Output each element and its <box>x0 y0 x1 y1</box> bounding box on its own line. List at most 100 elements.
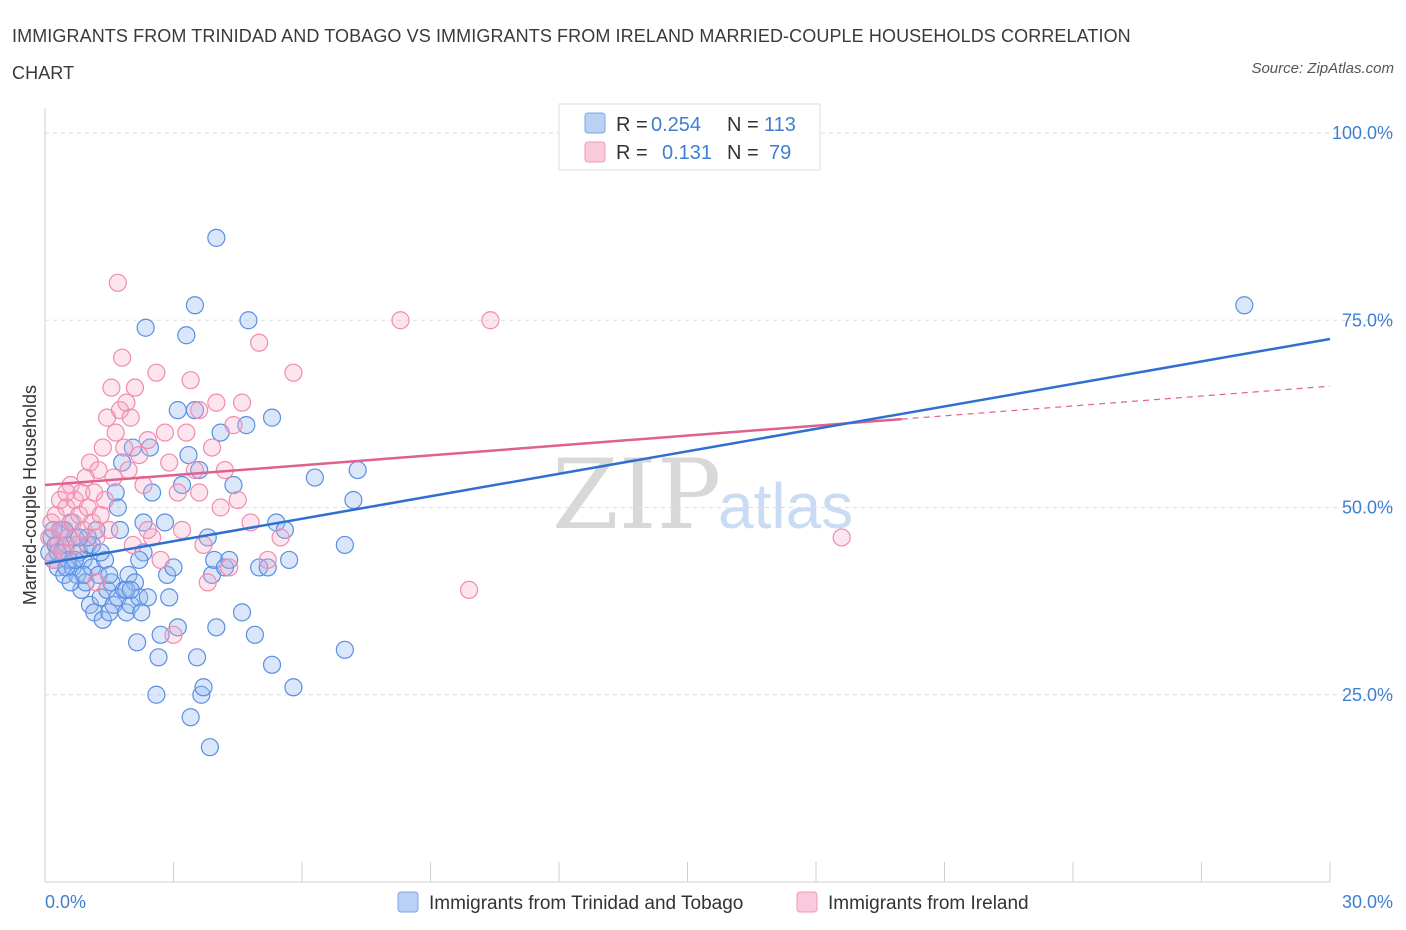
point-ireland <box>89 460 108 480</box>
point-trinidad <box>157 565 177 585</box>
point-trinidad <box>258 558 277 577</box>
point-trinidad <box>262 655 282 674</box>
point-ireland <box>115 438 134 457</box>
point-ireland <box>168 483 187 502</box>
point-trinidad <box>335 535 354 555</box>
point-ireland <box>119 460 138 480</box>
legend-r-label-1: R = <box>616 114 648 136</box>
correlation-legend: R = 0.254 N = 113 R = 0.131 N = 79 <box>558 103 821 171</box>
point-ireland <box>68 535 87 555</box>
point-ireland <box>198 573 217 592</box>
y-tick-label: 25.0% <box>1342 685 1393 705</box>
point-ireland <box>147 363 166 382</box>
chart-title: IMMIGRANTS FROM TRINIDAD AND TOBAGO VS I… <box>12 26 1131 83</box>
point-ireland <box>155 423 175 442</box>
point-ireland <box>250 333 269 352</box>
point-ireland <box>112 348 132 367</box>
point-trinidad <box>179 445 198 465</box>
point-ireland <box>100 520 119 540</box>
point-trinidad <box>112 453 132 472</box>
point-ireland <box>190 401 209 420</box>
point-ireland <box>85 483 104 502</box>
point-ireland <box>102 378 121 397</box>
point-ireland <box>106 423 125 442</box>
point-ireland <box>50 490 70 510</box>
point-trinidad <box>147 685 166 704</box>
point-ireland <box>220 558 239 577</box>
point-ireland <box>48 535 67 555</box>
bottom-legend-swatch-blue <box>397 891 419 913</box>
point-trinidad <box>237 416 256 435</box>
point-trinidad <box>93 610 112 629</box>
point-ireland <box>271 528 290 547</box>
point-trinidad <box>335 640 354 659</box>
point-ireland <box>459 580 479 599</box>
point-ireland <box>91 505 110 525</box>
point-trinidad <box>185 401 205 420</box>
point-trinidad <box>220 550 239 570</box>
point-ireland <box>110 401 130 420</box>
trend-line-ireland-extrapolated <box>901 385 1331 420</box>
bottom-legend-label-ireland: Immigrants from Ireland <box>828 893 1029 914</box>
point-ireland <box>164 625 183 644</box>
point-trinidad <box>136 318 155 337</box>
point-trinidad <box>160 588 179 607</box>
point-trinidad <box>262 408 282 427</box>
point-ireland <box>232 393 252 412</box>
point-ireland <box>138 520 157 540</box>
point-trinidad <box>207 618 226 637</box>
legend-n-label-2: N = <box>727 142 759 164</box>
x-tick-label-min: 0.0% <box>45 892 86 912</box>
watermark-atlas: atlas <box>718 470 853 542</box>
source-note: Source: ZipAtlas.com <box>1251 60 1394 77</box>
point-trinidad <box>200 738 220 757</box>
point-ireland <box>117 393 136 412</box>
legend-r-label-2: R = <box>616 142 648 164</box>
point-ireland <box>53 520 72 540</box>
point-ireland <box>160 453 179 472</box>
point-ireland <box>125 378 145 397</box>
point-trinidad <box>207 228 226 247</box>
point-ireland <box>224 416 243 435</box>
y-tick-label: 75.0% <box>1342 310 1393 330</box>
legend-swatch-pink <box>584 141 606 163</box>
bottom-legend-label-trinidad: Immigrants from Trinidad and Tobago <box>429 893 743 914</box>
point-ireland <box>93 438 112 457</box>
point-trinidad <box>192 685 211 704</box>
point-ireland <box>172 520 192 540</box>
point-ireland <box>72 483 91 502</box>
point-trinidad <box>138 588 157 607</box>
point-ireland <box>138 430 157 450</box>
legend-n-label-1: N = <box>727 114 759 136</box>
point-trinidad <box>132 603 151 622</box>
point-ireland <box>121 408 140 427</box>
point-trinidad <box>224 475 243 495</box>
point-trinidad <box>110 520 130 540</box>
x-tick-label-max: 30.0% <box>1342 892 1393 912</box>
point-trinidad <box>121 580 140 599</box>
legend-n-value-2: 79 <box>769 142 791 164</box>
trend-line-trinidad <box>44 337 1331 565</box>
point-trinidad <box>117 580 136 599</box>
point-trinidad <box>348 460 367 480</box>
x-tick-marks <box>173 862 1331 882</box>
point-trinidad <box>127 633 147 652</box>
watermark-zip: ZIP <box>552 439 721 551</box>
point-ireland <box>211 498 230 517</box>
point-ireland <box>284 363 303 382</box>
point-trinidad <box>232 603 252 622</box>
point-ireland <box>228 490 247 510</box>
point-ireland <box>87 573 106 592</box>
point-ireland <box>57 483 76 502</box>
point-trinidad <box>140 438 160 457</box>
legend-swatch-blue <box>584 112 606 134</box>
point-trinidad <box>239 311 258 330</box>
point-trinidad <box>130 550 149 570</box>
series-trinidad-points <box>40 228 1254 757</box>
point-trinidad <box>106 483 125 502</box>
point-ireland <box>63 513 82 532</box>
series-legend: Immigrants from Trinidad and Tobago Immi… <box>397 891 1029 914</box>
legend-n-value-1: 113 <box>764 114 796 136</box>
point-ireland <box>481 311 500 330</box>
